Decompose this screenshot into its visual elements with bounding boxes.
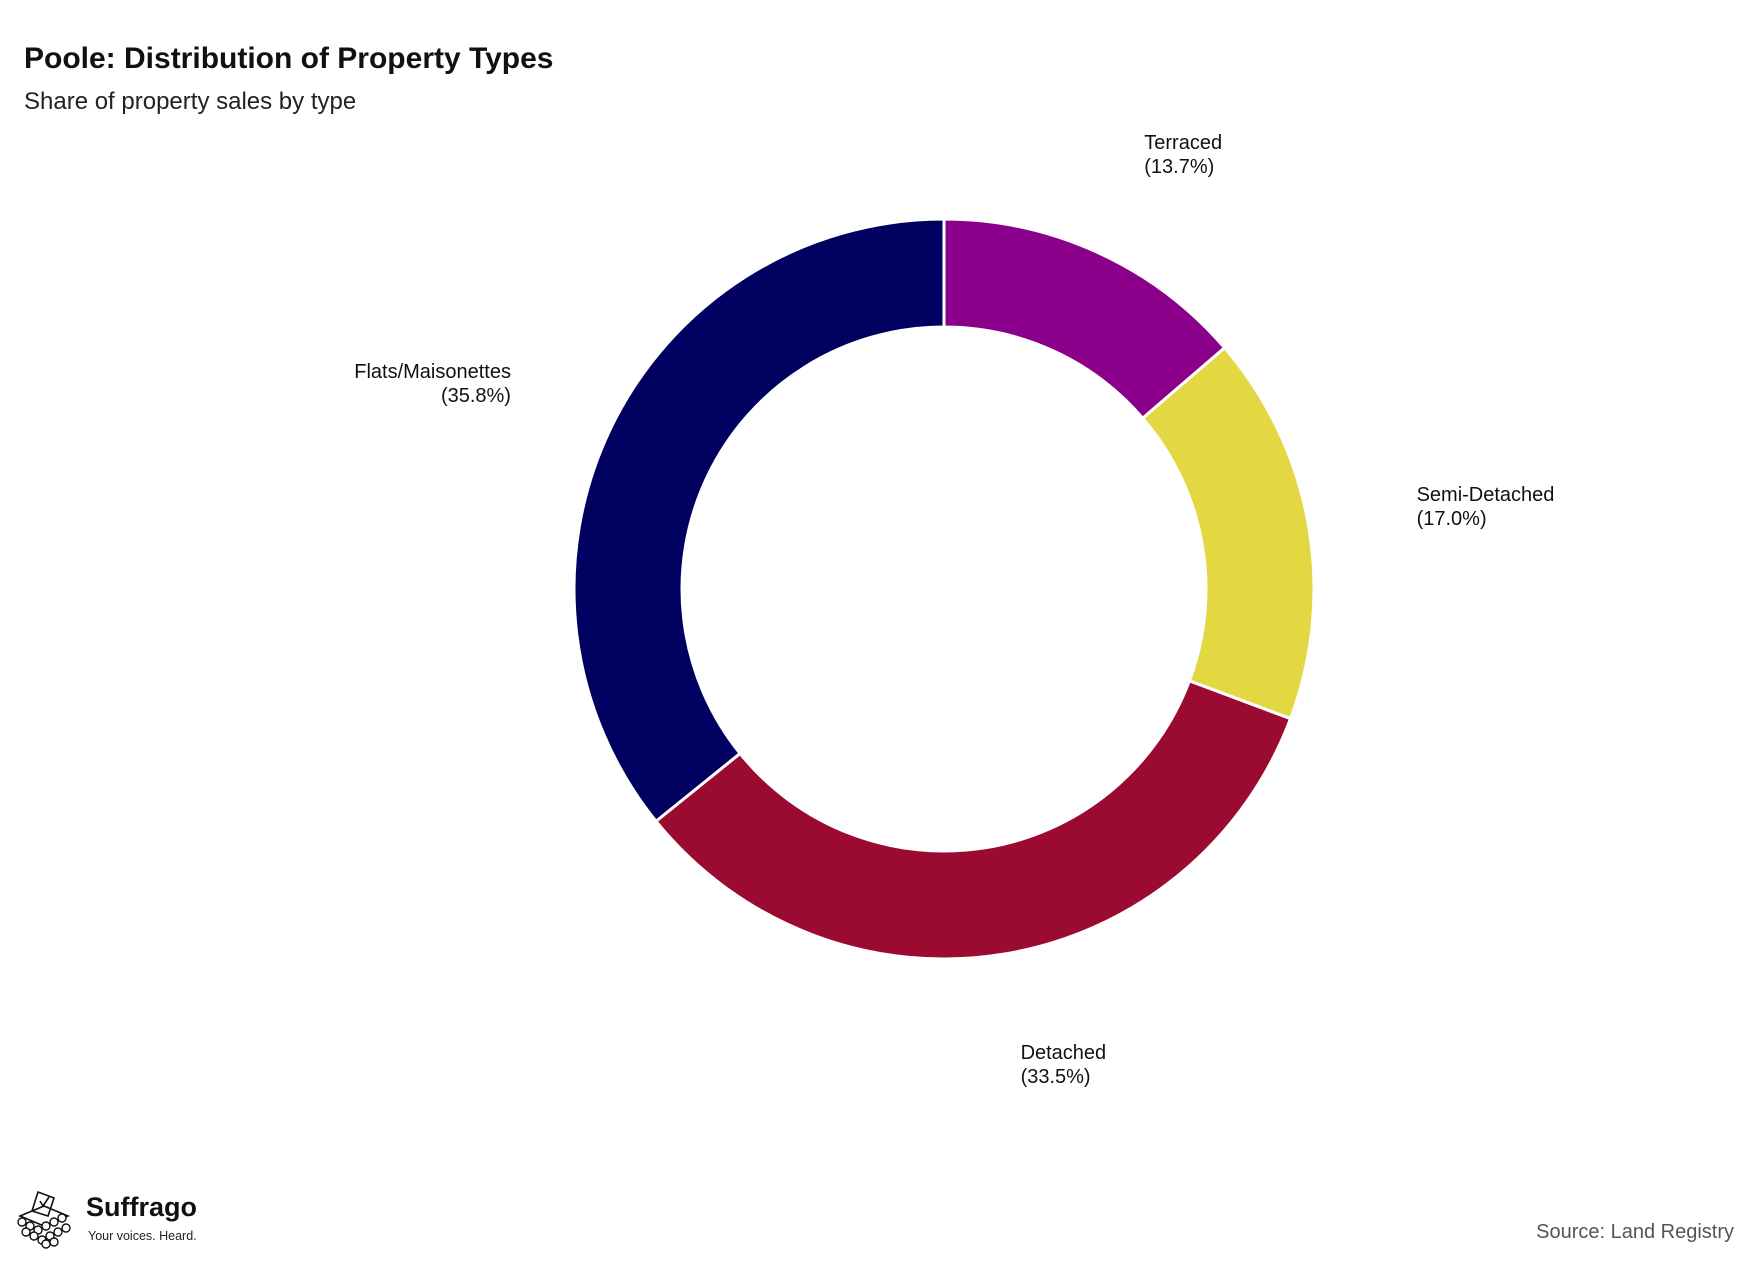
- source-note: Source: Land Registry: [1536, 1221, 1734, 1243]
- slice-label-flats-maisonettes: Flats/Maisonettes (35.8%): [354, 361, 511, 407]
- brand-tagline: Your voices. Heard.: [88, 1229, 197, 1243]
- donut-slices: [572, 217, 1316, 961]
- chart-subtitle: Share of property sales by type: [24, 88, 357, 115]
- slice-detached: [653, 678, 1293, 961]
- donut-labels: Terraced (13.7%) Semi-Detached (17.0%) Detac…: [354, 132, 1554, 1088]
- slice-semi-detached: [1140, 345, 1316, 721]
- brand-logo: Suffrago Your voices. Heard.: [14, 1188, 214, 1249]
- slice-label-detached: Detached (33.5%): [1021, 1042, 1107, 1088]
- ballot-box-icon: [17, 1190, 71, 1249]
- brand-name: Suffrago: [86, 1192, 197, 1222]
- slice-label-semi-detached: Semi-Detached (17.0%): [1417, 484, 1555, 530]
- slice-flats-maisonettes: [572, 217, 946, 824]
- chart-title: Poole: Distribution of Property Types: [24, 42, 554, 75]
- slice-label-terraced: Terraced (13.7%): [1144, 132, 1222, 178]
